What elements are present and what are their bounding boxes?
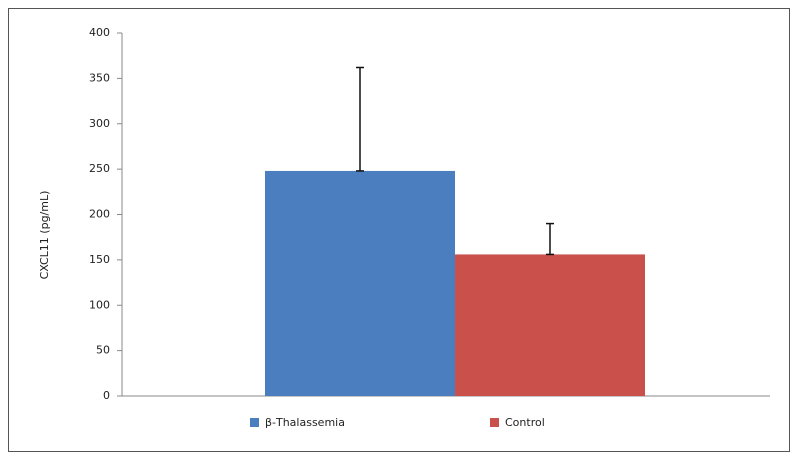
y-tick-label: 100 (89, 298, 110, 311)
y-tick-label: 0 (103, 389, 110, 402)
legend-swatch (490, 418, 499, 427)
legend-swatch (250, 418, 259, 427)
y-tick-label: 350 (89, 71, 110, 84)
error-bar (546, 222, 554, 256)
y-tick-label: 250 (89, 162, 110, 175)
bar (265, 170, 455, 396)
y-tick-label: 200 (89, 208, 110, 221)
legend-label: β-Thalassemia (265, 416, 345, 429)
y-axis-label: CXCL11 (pg/mL) (38, 191, 51, 280)
legend-label: Control (505, 416, 545, 429)
y-tick-label: 300 (89, 117, 110, 130)
y-tick-label: 150 (89, 253, 110, 266)
y-tick-label: 400 (89, 26, 110, 39)
error-bar (356, 66, 364, 172)
y-tick-label: 50 (96, 344, 110, 357)
bar (455, 254, 645, 396)
